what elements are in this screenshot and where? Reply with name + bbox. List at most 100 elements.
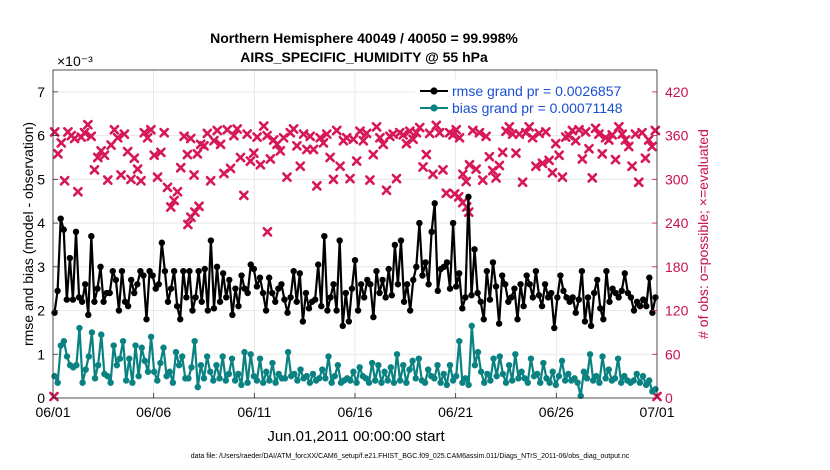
obs-point [262,226,273,237]
data-point [305,305,313,312]
obs-point [212,125,223,136]
data-point [154,377,161,384]
y-tick-label: 2 [37,303,45,319]
data-point [520,302,527,310]
data-point [593,372,600,380]
obs-point [617,129,628,140]
obs-point [544,155,555,166]
data-point [578,267,586,275]
data-point [492,283,500,290]
data-point [342,289,350,297]
data-point [263,368,270,375]
obs-point [155,147,166,158]
data-point [535,292,543,299]
data-point [365,379,373,386]
data-point [88,329,96,336]
data-point [483,267,491,275]
data-point [348,285,356,292]
bias-series [51,322,659,400]
obs-point [242,129,253,140]
data-point [213,362,220,369]
data-point [617,379,625,386]
obs-point [189,170,199,180]
data-point [413,263,420,270]
data-point [396,377,404,384]
data-point [60,226,67,233]
data-point [299,318,307,325]
data-point [303,372,310,380]
obs-point [597,148,608,159]
obs-point [497,147,508,158]
data-point [262,307,270,314]
data-point [627,294,635,301]
data-point [213,263,221,270]
data-point [548,289,555,297]
data-point [311,296,319,303]
data-point [315,261,322,268]
data-point [143,316,150,323]
y2-tick-label: 420 [665,84,689,100]
data-point [306,379,314,386]
data-point [88,232,95,240]
y-axis-label: rmse and bias (model - observation) [20,122,36,346]
data-point [266,377,273,384]
data-point [229,311,236,319]
data-point [81,281,89,288]
data-point [269,359,276,367]
legend: rmse grand pr = 0.0026857 bias grand pr … [415,79,652,117]
obs-point [391,173,402,184]
data-point [167,285,175,292]
chart-subtitle: AIRS_SPECIFIC_HUMIDITY @ 55 hPa [240,49,488,65]
obs-point [570,135,581,146]
data-point [69,296,77,303]
data-point [561,377,569,384]
y2-tick-label: 60 [665,346,681,362]
data-point [210,377,217,384]
data-point [412,375,419,382]
data-point [618,287,625,295]
data-point [112,276,120,284]
data-point [409,357,416,365]
data-point [54,287,61,295]
data-point [189,307,196,314]
data-point [511,285,518,292]
data-point [400,298,408,305]
obs-point [348,134,359,145]
data-point [91,298,98,305]
data-point [324,307,331,314]
obs-point [351,156,362,167]
data-point [495,320,503,327]
data-point [170,267,178,275]
data-point [106,289,113,297]
data-point [462,294,469,301]
data-point [533,370,541,378]
data-point [449,219,457,227]
data-point [147,333,155,340]
data-point [318,302,325,310]
data-point [164,298,172,305]
data-point [127,276,135,284]
data-point [583,375,591,382]
data-point [272,298,279,305]
data-point [331,372,338,380]
obs-point [438,164,448,175]
data-point [434,362,441,369]
data-point [477,298,484,305]
obs-point [335,161,345,172]
data-point [367,281,374,288]
data-point [484,370,491,378]
y-tick-label: 6 [37,128,45,144]
data-point [446,362,454,369]
data-point [541,281,549,288]
data-point [135,372,142,380]
data-point [391,241,399,249]
data-point [554,294,561,301]
data-point [379,276,386,284]
data-point [172,348,180,356]
data-point [319,366,326,373]
data-point [474,289,481,297]
data-point [259,289,267,297]
y-tick-label: 4 [37,215,45,231]
data-point [350,368,357,375]
data-point [431,200,438,207]
